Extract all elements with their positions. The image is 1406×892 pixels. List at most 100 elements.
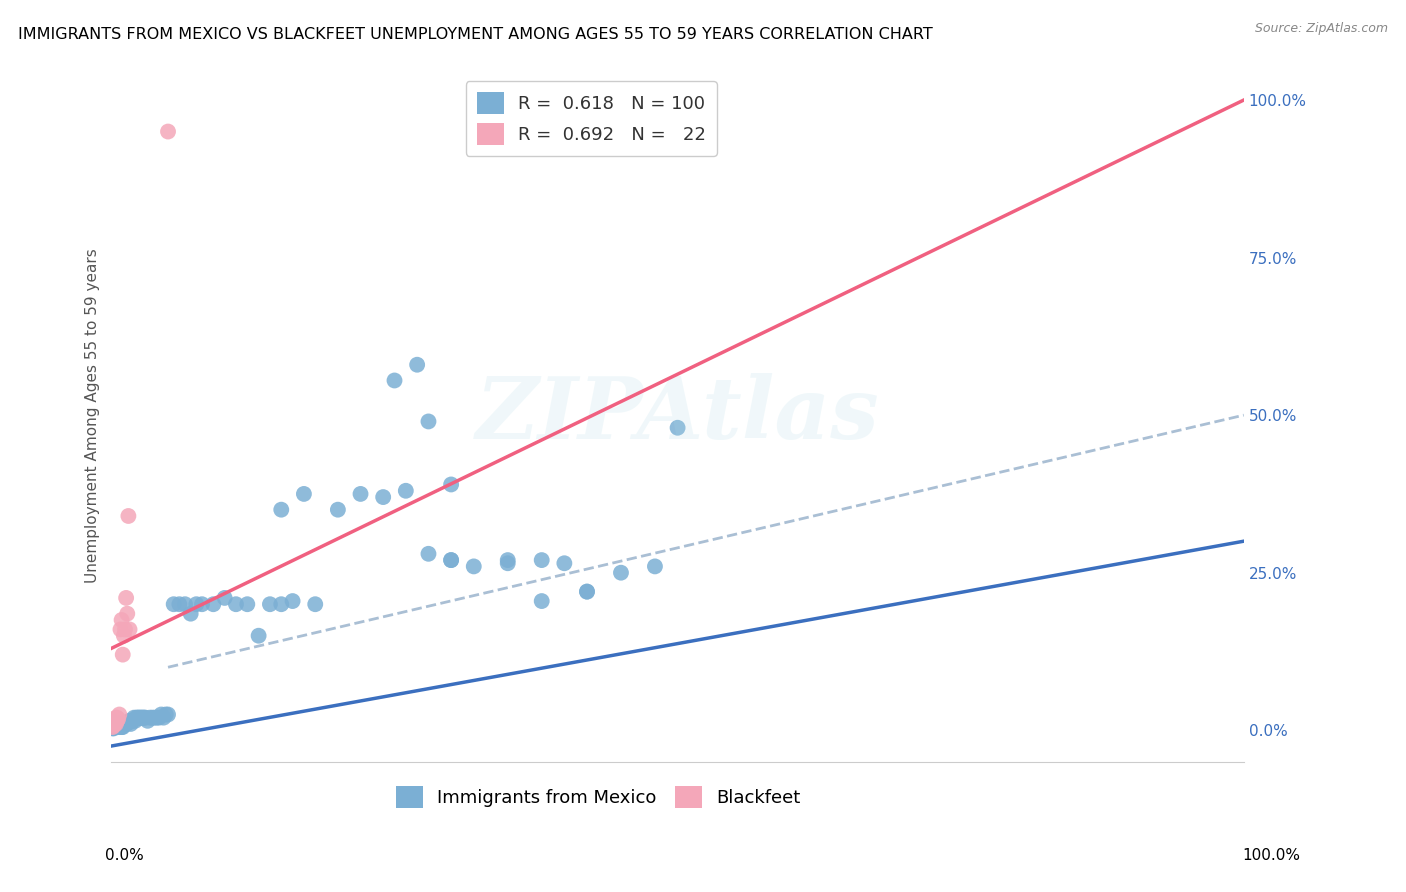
- Point: [105, 714, 128, 728]
- Point: [576, 584, 599, 599]
- Point: [349, 487, 371, 501]
- Point: [114, 717, 136, 731]
- Point: [107, 712, 129, 726]
- Point: [644, 559, 666, 574]
- Point: [110, 717, 132, 731]
- Point: [134, 711, 156, 725]
- Point: [304, 597, 326, 611]
- Point: [128, 711, 150, 725]
- Point: [101, 719, 124, 733]
- Point: [107, 720, 129, 734]
- Point: [108, 717, 131, 731]
- Point: [418, 547, 440, 561]
- Point: [326, 502, 349, 516]
- Point: [117, 715, 139, 730]
- Point: [120, 717, 142, 731]
- Point: [169, 597, 191, 611]
- Point: [128, 711, 150, 725]
- Point: [463, 559, 485, 574]
- Point: [104, 711, 127, 725]
- Point: [101, 717, 124, 731]
- Point: [373, 490, 395, 504]
- Point: [132, 711, 155, 725]
- Point: [110, 720, 132, 734]
- Point: [440, 553, 463, 567]
- Point: [576, 584, 599, 599]
- Point: [101, 715, 124, 730]
- Point: [270, 597, 292, 611]
- Point: [104, 720, 127, 734]
- Point: [110, 623, 132, 637]
- Point: [105, 719, 128, 733]
- Point: [174, 597, 197, 611]
- Point: [101, 717, 124, 731]
- Point: [131, 711, 153, 725]
- Point: [270, 502, 292, 516]
- Point: [115, 591, 138, 605]
- Y-axis label: Unemployment Among Ages 55 to 59 years: Unemployment Among Ages 55 to 59 years: [86, 248, 100, 582]
- Point: [103, 719, 125, 733]
- Point: [111, 717, 134, 731]
- Point: [122, 714, 145, 728]
- Point: [114, 623, 136, 637]
- Point: [105, 711, 128, 725]
- Legend: Immigrants from Mexico, Blackfeet: Immigrants from Mexico, Blackfeet: [388, 779, 808, 815]
- Point: [104, 717, 127, 731]
- Point: [101, 720, 124, 734]
- Point: [157, 124, 180, 138]
- Point: [104, 715, 127, 730]
- Point: [150, 707, 173, 722]
- Point: [104, 715, 127, 730]
- Point: [121, 714, 143, 728]
- Point: [259, 597, 281, 611]
- Point: [111, 648, 134, 662]
- Point: [141, 711, 163, 725]
- Point: [666, 421, 689, 435]
- Point: [105, 720, 128, 734]
- Point: [103, 717, 125, 731]
- Point: [117, 607, 139, 621]
- Point: [117, 508, 139, 523]
- Point: [103, 714, 125, 729]
- Point: [157, 707, 180, 722]
- Point: [186, 597, 208, 611]
- Point: [111, 720, 134, 734]
- Point: [530, 594, 553, 608]
- Point: [395, 483, 418, 498]
- Point: [530, 553, 553, 567]
- Point: [103, 722, 125, 736]
- Point: [115, 717, 138, 731]
- Point: [406, 358, 429, 372]
- Point: [384, 374, 406, 388]
- Point: [136, 714, 159, 728]
- Point: [103, 715, 125, 730]
- Point: [112, 718, 135, 732]
- Point: [155, 707, 177, 722]
- Text: Source: ZipAtlas.com: Source: ZipAtlas.com: [1254, 22, 1388, 36]
- Point: [108, 707, 131, 722]
- Point: [440, 477, 463, 491]
- Point: [104, 717, 127, 731]
- Point: [148, 711, 170, 725]
- Point: [163, 597, 186, 611]
- Text: 100.0%: 100.0%: [1243, 848, 1301, 863]
- Point: [124, 714, 146, 728]
- Text: IMMIGRANTS FROM MEXICO VS BLACKFEET UNEMPLOYMENT AMONG AGES 55 TO 59 YEARS CORRE: IMMIGRANTS FROM MEXICO VS BLACKFEET UNEM…: [18, 27, 934, 42]
- Point: [105, 717, 128, 731]
- Point: [610, 566, 633, 580]
- Point: [117, 715, 139, 730]
- Point: [104, 719, 127, 733]
- Point: [104, 717, 127, 731]
- Point: [103, 719, 125, 733]
- Point: [152, 711, 174, 725]
- Point: [214, 591, 236, 605]
- Point: [104, 719, 127, 733]
- Point: [112, 629, 135, 643]
- Point: [236, 597, 259, 611]
- Point: [143, 711, 166, 725]
- Point: [104, 714, 127, 728]
- Text: ZIPAtlas: ZIPAtlas: [475, 374, 880, 457]
- Point: [101, 720, 124, 734]
- Point: [553, 556, 575, 570]
- Point: [496, 553, 519, 567]
